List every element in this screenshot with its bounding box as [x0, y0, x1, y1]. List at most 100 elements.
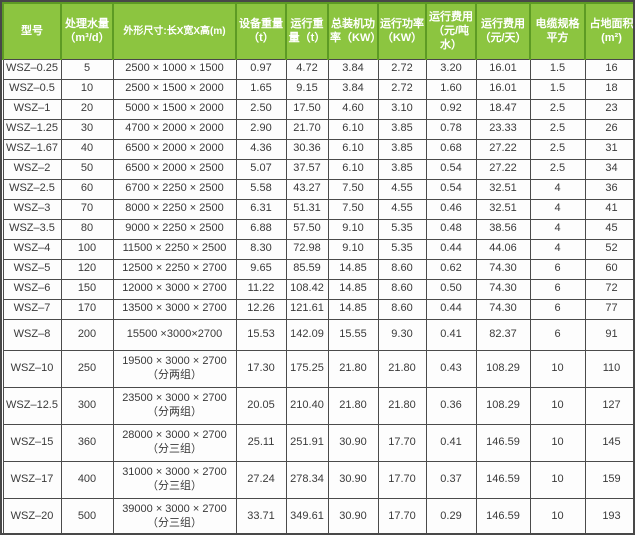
cable-spec-cell: 6: [529, 298, 586, 320]
cable-spec-cell: 4: [529, 238, 586, 260]
cost-per-ton-cell: 0.46: [425, 198, 477, 220]
cable-spec-cell: 10: [529, 460, 586, 499]
cost-per-ton-cell: 0.54: [425, 158, 477, 180]
col-header-cost-per-ton: 运行费用（元/吨水）: [425, 2, 477, 60]
cable-spec-cell: 4: [529, 198, 586, 220]
running-power-cell: 3.10: [377, 98, 427, 120]
model-cell: WSZ–5: [2, 258, 62, 280]
cost-per-ton-cell: 0.92: [425, 98, 477, 120]
dimensions-cell: 12000 × 3000 × 2700: [112, 278, 237, 300]
model-cell: WSZ–10: [2, 349, 62, 388]
installed-power-cell: 14.85: [327, 278, 379, 300]
col-header-cost-per-day: 运行费用（元/天）: [475, 2, 531, 60]
cable-spec-cell: 2.5: [529, 138, 586, 160]
cost-per-day-cell: 16.01: [475, 78, 531, 100]
table-row: WSZ–1 20 5000 × 1500 × 2000 2.50 17.50 4…: [2, 98, 633, 120]
floor-area-cell: 60: [584, 258, 633, 280]
floor-area-cell: 145: [584, 423, 633, 462]
running-power-cell: 2.72: [377, 58, 427, 80]
equipment-weight-cell: 0.97: [235, 58, 287, 80]
equipment-weight-cell: 6.88: [235, 218, 287, 240]
running-weight-cell: 30.36: [285, 138, 329, 160]
running-power-cell: 2.72: [377, 78, 427, 100]
running-weight-cell: 72.98: [285, 238, 329, 260]
model-cell: WSZ–3.5: [2, 218, 62, 240]
table-row: WSZ–1.25 30 4700 × 2000 × 2000 2.90 21.7…: [2, 118, 633, 140]
cable-spec-cell: 4: [529, 218, 586, 240]
equipment-weight-cell: 12.26: [235, 298, 287, 320]
installed-power-cell: 15.55: [327, 318, 379, 351]
dimensions-cell: 19500 × 3000 × 2700 （分两组）: [112, 349, 237, 388]
model-cell: WSZ–7: [2, 298, 62, 320]
dimensions-cell: 6700 × 2250 × 2500: [112, 178, 237, 200]
equipment-weight-cell: 2.90: [235, 118, 287, 140]
running-weight-cell: 142.09: [285, 318, 329, 351]
table-row: WSZ–3.5 80 9000 × 2250 × 2500 6.88 57.50…: [2, 218, 633, 240]
running-power-cell: 3.85: [377, 138, 427, 160]
col-header-running-weight: 运行重量（t）: [285, 2, 329, 60]
cost-per-day-cell: 27.22: [475, 138, 531, 160]
cost-per-ton-cell: 0.44: [425, 238, 477, 260]
equipment-weight-cell: 6.31: [235, 198, 287, 220]
floor-area-cell: 72: [584, 278, 633, 300]
cost-per-ton-cell: 0.41: [425, 423, 477, 462]
capacity-cell: 80: [60, 218, 114, 240]
spec-table-header: 型号 处理水量（m³/d） 外形尺寸:长X宽X高(m) 设备重量（t） 运行重量…: [2, 2, 633, 60]
spec-table-body: WSZ–0.25 5 2500 × 1000 × 1500 0.97 4.72 …: [2, 58, 633, 533]
floor-area-cell: 159: [584, 460, 633, 499]
model-cell: WSZ–2: [2, 158, 62, 180]
equipment-weight-cell: 2.50: [235, 98, 287, 120]
cost-per-day-cell: 18.47: [475, 98, 531, 120]
running-power-cell: 17.70: [377, 423, 427, 462]
cost-per-day-cell: 146.59: [475, 423, 531, 462]
running-power-cell: 8.60: [377, 278, 427, 300]
cost-per-day-cell: 82.37: [475, 318, 531, 351]
cost-per-day-cell: 146.59: [475, 497, 531, 533]
running-power-cell: 4.55: [377, 198, 427, 220]
floor-area-cell: 26: [584, 118, 633, 140]
running-weight-cell: 43.27: [285, 178, 329, 200]
floor-area-cell: 18: [584, 78, 633, 100]
floor-area-cell: 41: [584, 198, 633, 220]
capacity-cell: 200: [60, 318, 114, 351]
running-weight-cell: 9.15: [285, 78, 329, 100]
table-row: WSZ–15 360 28000 × 3000 × 2700 （分三组） 25.…: [2, 423, 633, 462]
running-weight-cell: 4.72: [285, 58, 329, 80]
table-row: WSZ–8 200 15500 ×3000×2700 15.53 142.09 …: [2, 318, 633, 351]
equipment-weight-cell: 27.24: [235, 460, 287, 499]
dimensions-cell: 15500 ×3000×2700: [112, 318, 237, 351]
cable-spec-cell: 10: [529, 423, 586, 462]
cost-per-day-cell: 38.56: [475, 218, 531, 240]
col-header-model: 型号: [2, 2, 62, 60]
installed-power-cell: 30.90: [327, 423, 379, 462]
dimensions-cell: 28000 × 3000 × 2700 （分三组）: [112, 423, 237, 462]
running-weight-cell: 108.42: [285, 278, 329, 300]
installed-power-cell: 21.80: [327, 386, 379, 425]
running-weight-cell: 85.59: [285, 258, 329, 280]
installed-power-cell: 7.50: [327, 198, 379, 220]
dimensions-cell: 31000 × 3000 × 2700 （分三组）: [112, 460, 237, 499]
cost-per-ton-cell: 0.62: [425, 258, 477, 280]
running-power-cell: 5.35: [377, 218, 427, 240]
installed-power-cell: 14.85: [327, 298, 379, 320]
floor-area-cell: 110: [584, 349, 633, 388]
running-weight-cell: 278.34: [285, 460, 329, 499]
table-row: WSZ–5 120 12500 × 2250 × 2700 9.65 85.59…: [2, 258, 633, 280]
equipment-weight-cell: 15.53: [235, 318, 287, 351]
table-row: WSZ–2 50 6500 × 2000 × 2500 5.07 37.57 6…: [2, 158, 633, 180]
cable-spec-cell: 10: [529, 497, 586, 533]
cost-per-day-cell: 108.29: [475, 349, 531, 388]
model-cell: WSZ–0.25: [2, 58, 62, 80]
equipment-weight-cell: 5.58: [235, 178, 287, 200]
cable-spec-cell: 2.5: [529, 158, 586, 180]
capacity-cell: 10: [60, 78, 114, 100]
model-cell: WSZ–20: [2, 497, 62, 533]
cost-per-day-cell: 16.01: [475, 58, 531, 80]
capacity-cell: 500: [60, 497, 114, 533]
dimensions-cell: 2500 × 1000 × 1500: [112, 58, 237, 80]
floor-area-cell: 52: [584, 238, 633, 260]
equipment-weight-cell: 20.05: [235, 386, 287, 425]
model-cell: WSZ–1: [2, 98, 62, 120]
cable-spec-cell: 10: [529, 349, 586, 388]
